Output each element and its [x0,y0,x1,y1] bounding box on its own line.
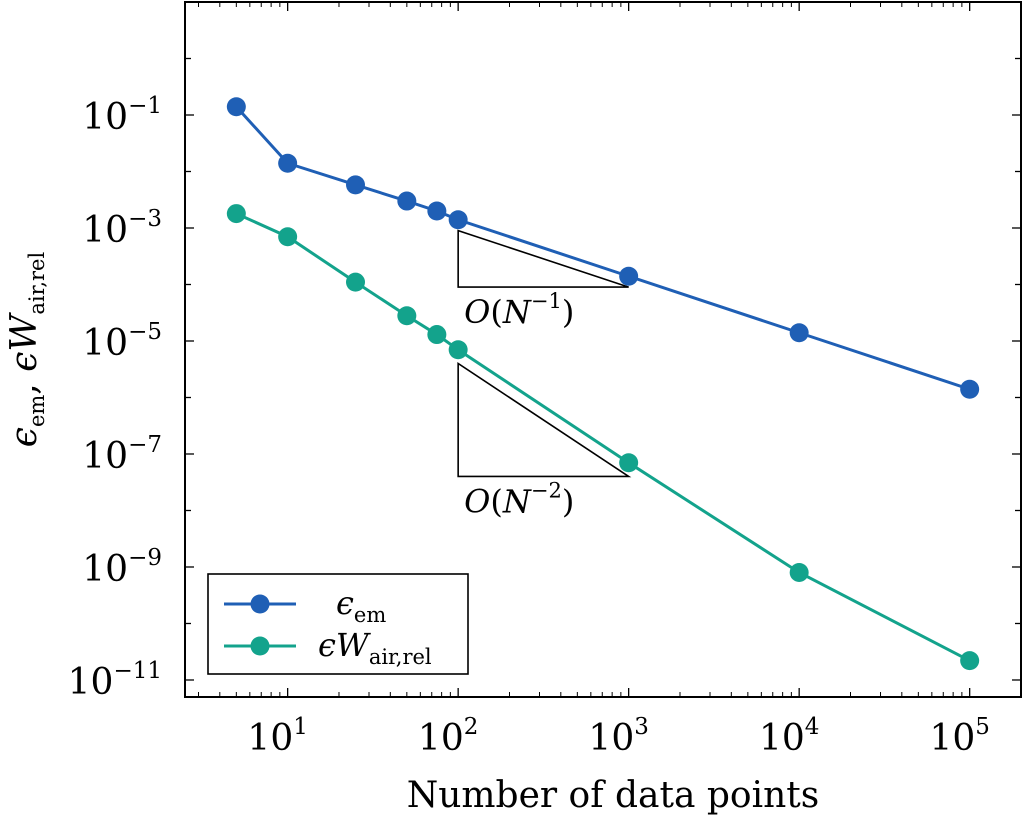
legend-label: ϵem [336,584,386,627]
slope-triangle [457,229,629,288]
data-point [397,306,417,326]
y-tick-label: 10−1 [82,93,162,138]
y-tick-label: 10−3 [82,206,162,251]
data-point [226,204,246,224]
data-point [346,175,366,195]
tick-labels: 101 102 103 104 105 10−1 10−3 10−5 10−7 10−9 10−11 [68,93,990,759]
slope-label: O(N−1) [464,289,574,331]
data-point [448,210,468,230]
data-point [619,266,639,286]
ticks [185,2,1022,697]
data-point [448,340,468,360]
slope-triangle [457,361,632,478]
annotations: O(N−1) O(N−2) [457,229,632,520]
data-point [789,562,809,582]
y-tick-label: 10−7 [82,432,162,477]
data-point [960,651,980,671]
x-tick-label: 101 [247,714,307,759]
slope-label: O(N−2) [464,478,574,520]
y-tick-label: 10−11 [68,658,162,703]
legend-marker [250,636,270,656]
data-point [226,97,246,117]
data-point [397,191,417,211]
data-point [427,325,447,345]
data-point [278,227,298,247]
series-line-0 [235,105,971,391]
series [226,97,980,671]
y-tick-label: 10−5 [82,319,162,364]
data-point [346,272,366,292]
data-point [960,379,980,399]
legend-label: ϵWair,rel [318,626,432,669]
legend-box [207,573,469,675]
y-axis-label-text: ϵem, ϵWair,rel [4,252,49,448]
plot-frame [184,1,1022,698]
x-tick-label: 103 [588,714,648,759]
x-axis-label: Number of data points [407,775,820,816]
data-point [278,153,298,173]
legend-marker [250,594,270,614]
x-tick-label: 102 [418,714,478,759]
data-point [789,323,809,343]
data-point [619,453,639,473]
data-point [427,201,447,221]
y-axis-label: ϵem, ϵWair,rel [4,252,49,448]
y-tick-label: 10−9 [82,545,162,590]
x-tick-label: 104 [759,714,819,759]
x-tick-label: 105 [929,714,989,759]
